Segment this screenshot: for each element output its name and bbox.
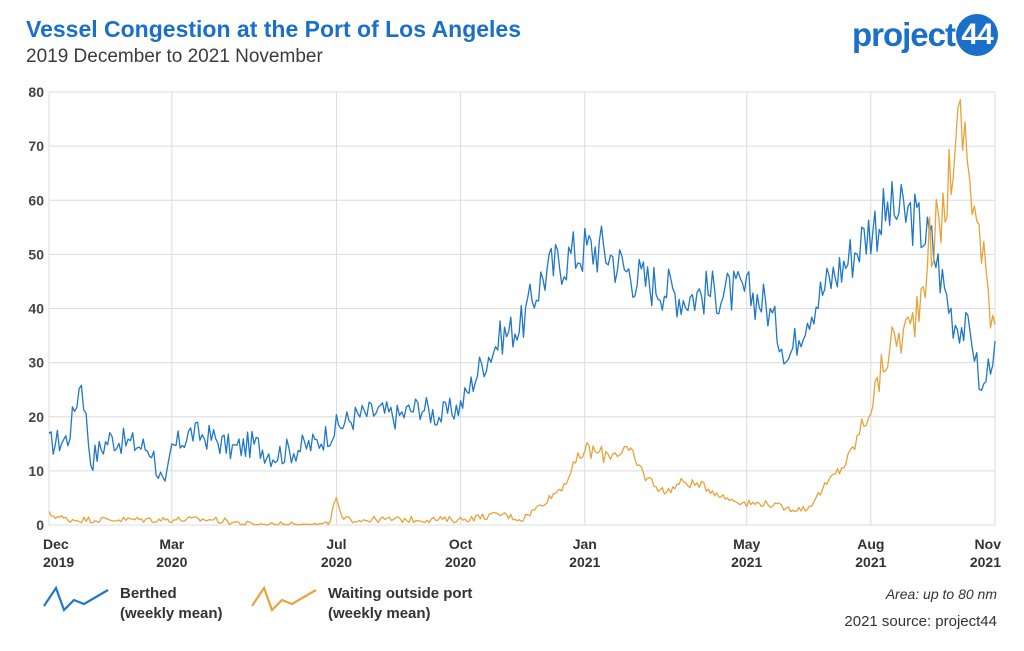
chart-title: Vessel Congestion at the Port of Los Ang… (26, 16, 522, 42)
x-tick-year: 2021 (569, 554, 600, 570)
series-line-waiting (48, 99, 996, 526)
y-tick-label: 40 (28, 301, 44, 317)
axis-labels: 0 10 20 30 40 50 60 70 80 Dec 2019 Mar 2020 Jul 2020 Oc… (28, 84, 1001, 570)
x-tick-month: Mar (159, 536, 184, 552)
logo-text: project (851, 16, 956, 53)
x-tick-year: 2021 (855, 554, 886, 570)
y-tick-label: 20 (28, 409, 44, 425)
x-tick-month: Oct (449, 536, 473, 552)
x-tick-month: Aug (857, 536, 884, 552)
y-tick-label: 70 (28, 138, 44, 154)
legend-berthed-swatch (43, 585, 109, 612)
x-tick-month: Nov (975, 536, 1002, 552)
area-note: Area: up to 80 nm (885, 586, 997, 602)
legend-berthed-label: Berthed (120, 585, 177, 602)
project44-logo: project 44 (852, 14, 998, 56)
series-layer (48, 99, 996, 526)
legend-waiting-sublabel: (weekly mean) (328, 605, 431, 622)
x-tick-year: 2019 (43, 554, 74, 570)
x-tick-year: 2020 (445, 554, 476, 570)
x-tick-year: 2020 (156, 554, 187, 570)
y-tick-label: 10 (28, 463, 44, 479)
x-tick-month: Jan (573, 536, 597, 552)
series-line-berthed (48, 180, 996, 482)
x-tick-year: 2020 (321, 554, 352, 570)
legend-waiting-label: Waiting outside port (328, 585, 473, 602)
chart-subtitle: 2019 December to 2021 November (26, 46, 323, 67)
x-tick-year: 2021 (970, 554, 1001, 570)
y-tick-label: 0 (36, 517, 44, 533)
logo-badge: 44 (956, 14, 998, 56)
x-tick-year: 2021 (731, 554, 762, 570)
source-note: 2021 source: project44 (844, 613, 997, 630)
y-tick-label: 50 (28, 246, 44, 262)
y-tick-label: 30 (28, 355, 44, 371)
legend-berthed-sublabel: (weekly mean) (120, 605, 223, 622)
x-tick-month: May (733, 536, 760, 552)
y-tick-label: 60 (28, 192, 44, 208)
x-tick-month: Dec (43, 536, 69, 552)
x-tick-month: Jul (326, 536, 346, 552)
legend-berthed: Berthed (weekly mean) (40, 584, 223, 624)
y-tick-label: 80 (28, 84, 44, 100)
legend-waiting-swatch (251, 585, 317, 612)
legend-waiting: Waiting outside port (weekly mean) (248, 584, 472, 624)
